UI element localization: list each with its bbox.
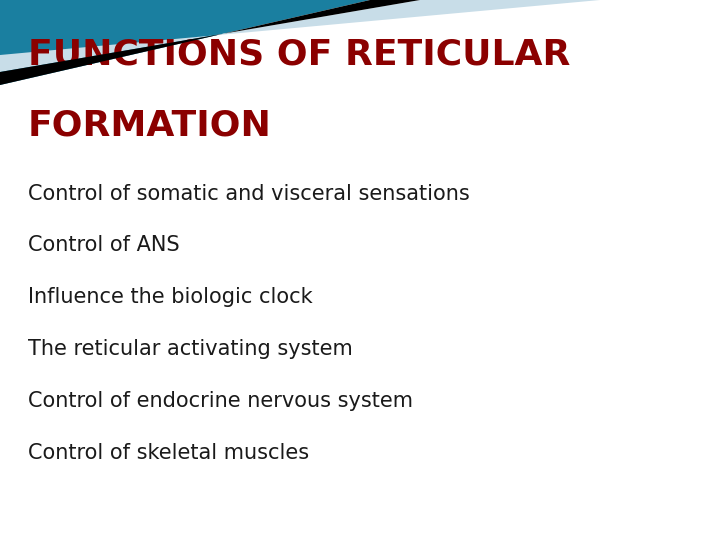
Polygon shape: [0, 0, 420, 85]
Polygon shape: [0, 0, 370, 85]
Text: Control of endocrine nervous system: Control of endocrine nervous system: [28, 391, 413, 411]
Text: Control of ANS: Control of ANS: [28, 235, 179, 255]
Text: Control of skeletal muscles: Control of skeletal muscles: [28, 443, 309, 463]
Text: Influence the biologic clock: Influence the biologic clock: [28, 287, 312, 307]
Text: The reticular activating system: The reticular activating system: [28, 339, 353, 359]
Text: Control of somatic and visceral sensations: Control of somatic and visceral sensatio…: [28, 184, 469, 204]
Text: FORMATION: FORMATION: [28, 108, 272, 142]
Text: FUNCTIONS OF RETICULAR: FUNCTIONS OF RETICULAR: [28, 38, 570, 72]
Polygon shape: [0, 0, 600, 72]
